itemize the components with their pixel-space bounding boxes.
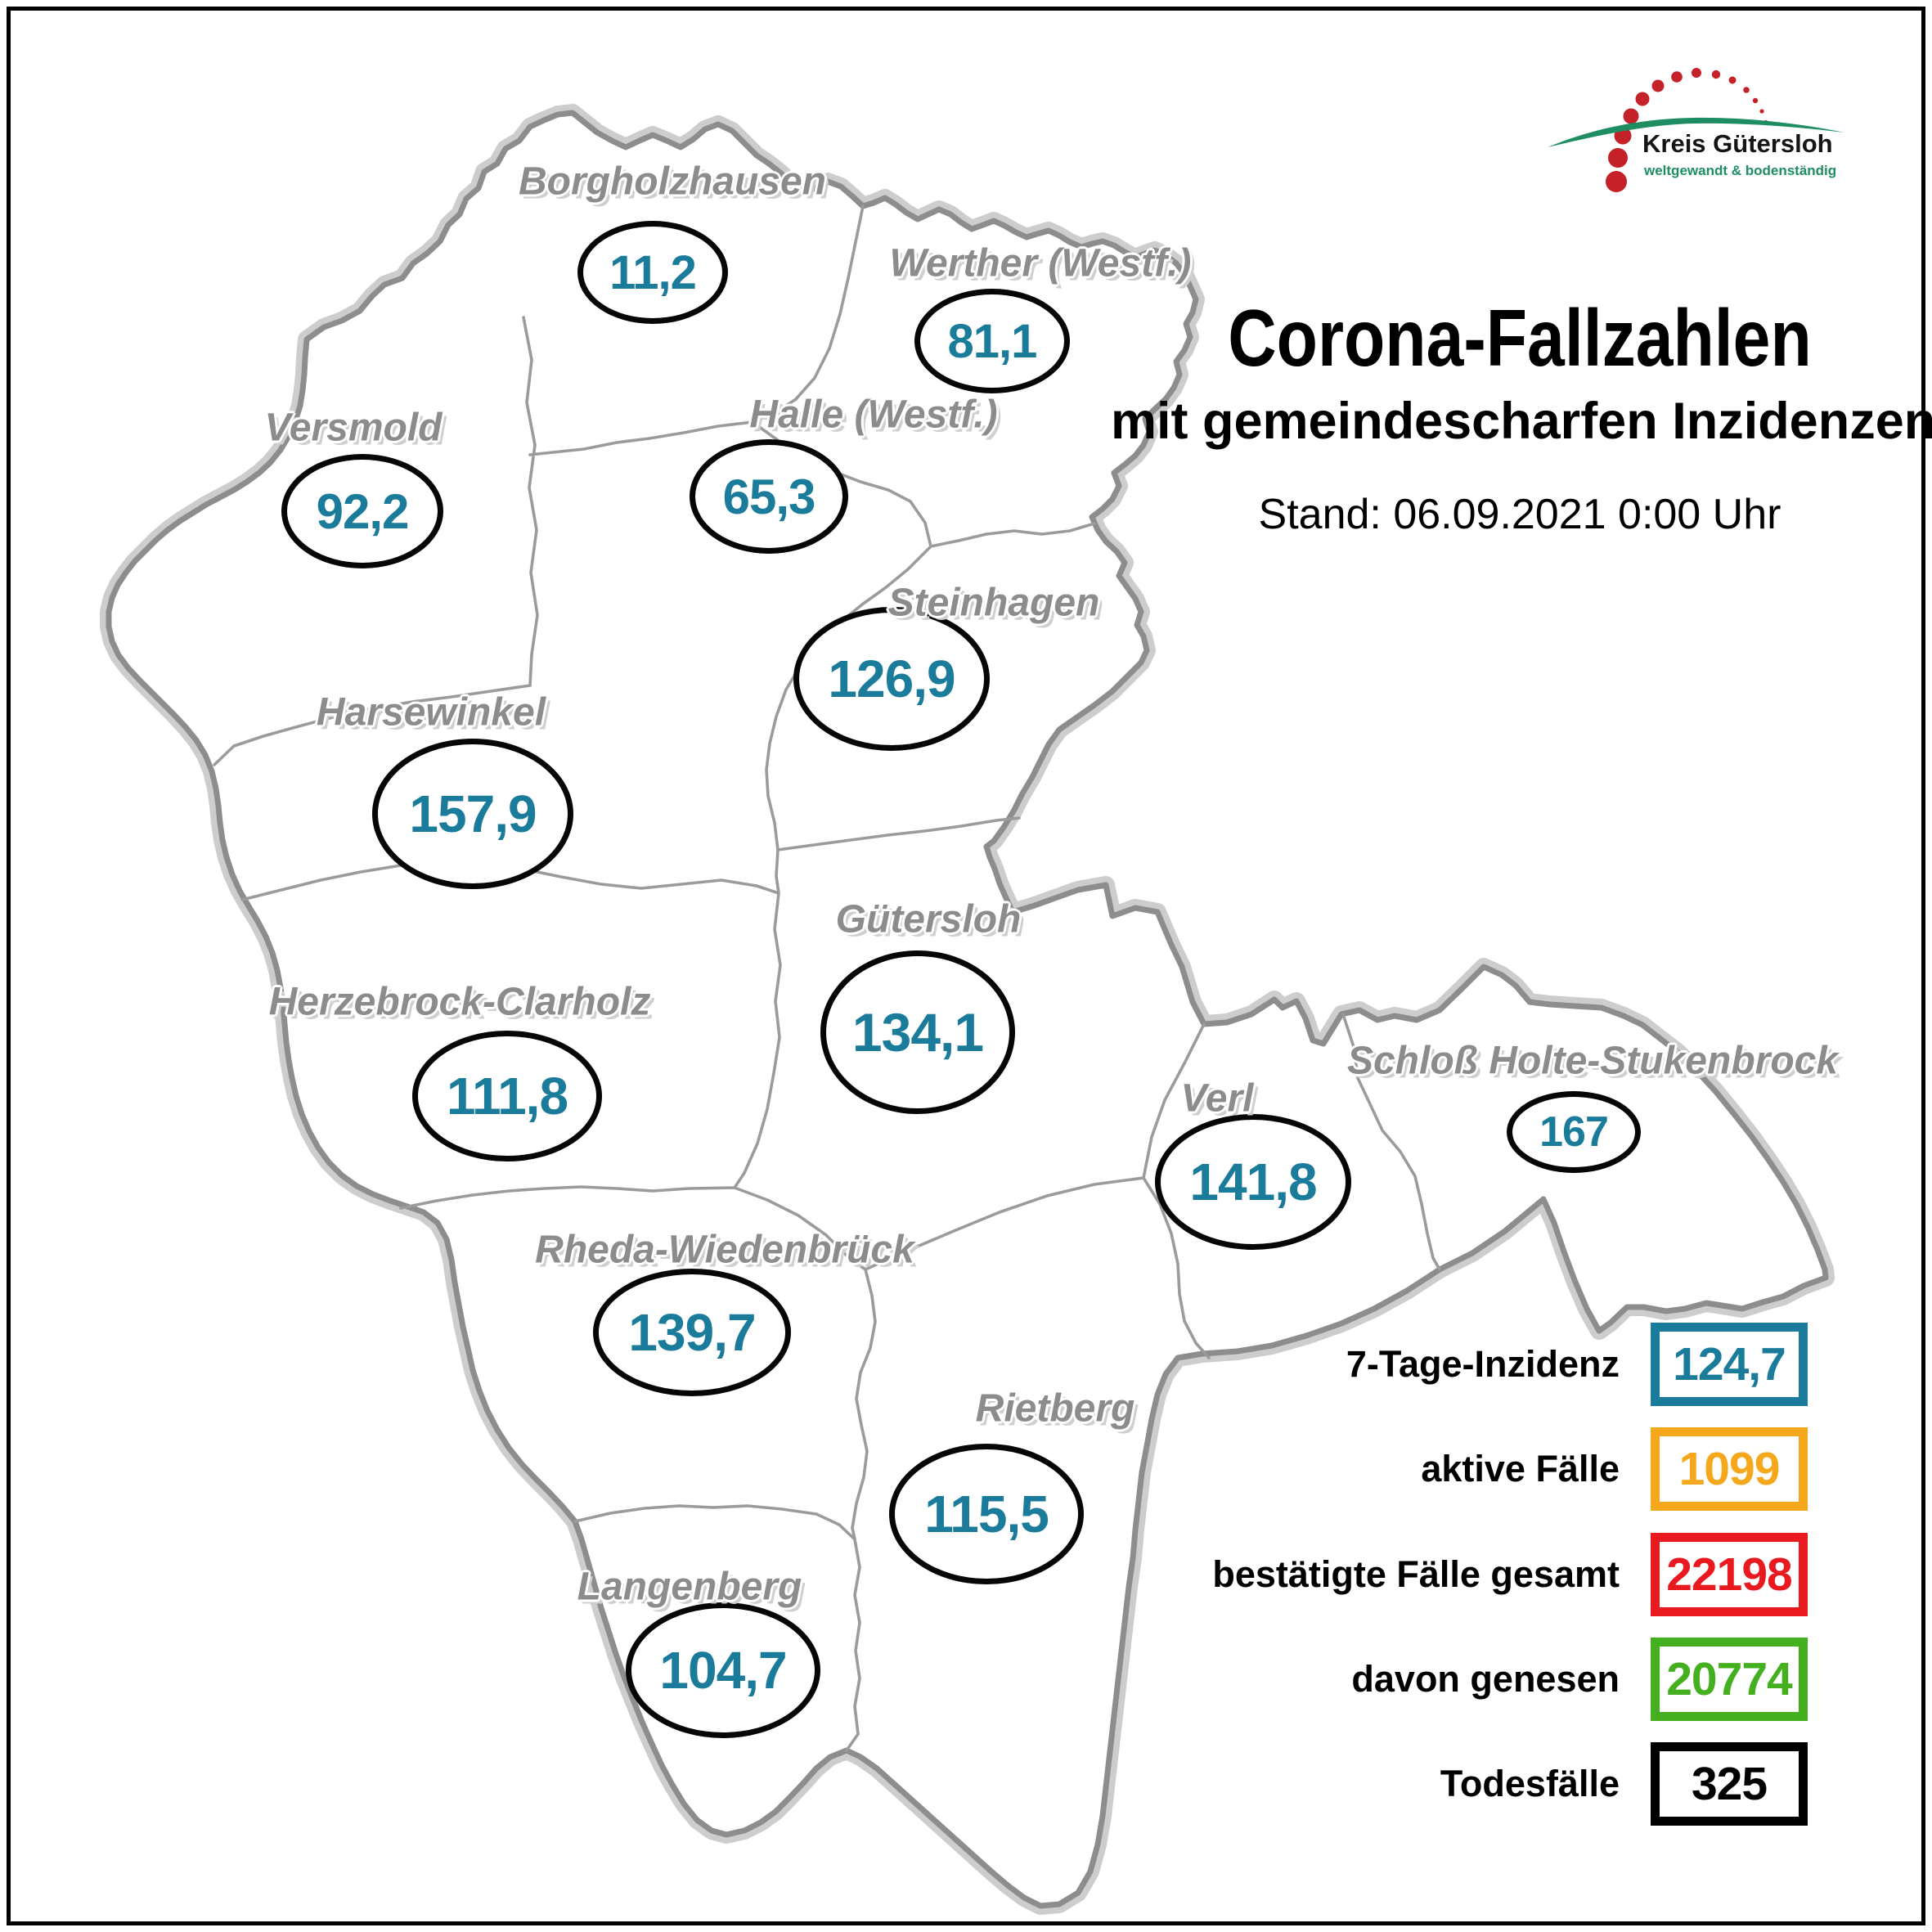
incidence-value: 167 bbox=[1539, 1108, 1609, 1156]
legend-box-active: 1099 bbox=[1651, 1427, 1808, 1511]
municipal-boundaries bbox=[213, 204, 1441, 1752]
incidence-value: 81,1 bbox=[947, 314, 1038, 368]
title-block: Corona-Fallzahlen mit gemeindescharfen I… bbox=[1111, 293, 1932, 539]
incidence-value: 126,9 bbox=[828, 649, 955, 708]
legend-value: 22198 bbox=[1666, 1548, 1793, 1601]
incidence-value: 115,5 bbox=[924, 1485, 1049, 1543]
incidence-value: 134,1 bbox=[851, 1002, 984, 1063]
incidence-value: 157,9 bbox=[409, 784, 537, 843]
municipality-name-rietberg: Rietberg bbox=[975, 1386, 1135, 1431]
legend-label: Todesfälle bbox=[1440, 1763, 1620, 1804]
legend-box-incidence: 124,7 bbox=[1651, 1323, 1808, 1406]
municipality-name-langenberg: Langenberg bbox=[577, 1565, 802, 1609]
incidence-oval-langenberg: 104,7 bbox=[626, 1602, 820, 1738]
legend-row-todesfaelle: Todesfälle 325 bbox=[1047, 1742, 1808, 1826]
municipality-name-werther: Werther (Westf.) bbox=[889, 241, 1192, 285]
legend-value: 1099 bbox=[1678, 1443, 1781, 1495]
incidence-oval-harsewinkel: 157,9 bbox=[372, 739, 573, 889]
legend-value: 20774 bbox=[1666, 1653, 1793, 1705]
date-stamp: Stand: 06.09.2021 0:00 Uhr bbox=[1258, 490, 1781, 538]
incidence-value: 92,2 bbox=[316, 483, 410, 539]
page-subtitle: mit gemeindescharfen Inzidenzen bbox=[1111, 392, 1932, 450]
incidence-oval-schloss-holte-stukenbrock: 167 bbox=[1507, 1091, 1641, 1173]
municipality-name-rheda-wiedenbrueck: Rheda-Wiedenbrück bbox=[535, 1228, 914, 1272]
legend-box-recovered: 20774 bbox=[1651, 1638, 1808, 1721]
municipality-name-halle: Halle (Westf.) bbox=[749, 393, 998, 437]
incidence-oval-werther: 81,1 bbox=[914, 289, 1070, 393]
incidence-oval-rheda-wiedenbrueck: 139,7 bbox=[593, 1269, 791, 1396]
incidence-value: 141,8 bbox=[1189, 1152, 1317, 1211]
incidence-value: 104,7 bbox=[659, 1641, 787, 1700]
municipality-name-harsewinkel: Harsewinkel bbox=[316, 690, 546, 735]
logo-name: Kreis Gütersloh bbox=[1642, 129, 1833, 158]
incidence-oval-verl: 141,8 bbox=[1155, 1114, 1351, 1250]
municipality-name-herzebrock-clarholz: Herzebrock-Clarholz bbox=[268, 980, 651, 1024]
incidence-oval-halle: 65,3 bbox=[690, 439, 848, 554]
incidence-oval-borgholzhausen: 11,2 bbox=[577, 221, 728, 324]
legend-value: 325 bbox=[1691, 1758, 1768, 1810]
legend-value: 124,7 bbox=[1673, 1338, 1786, 1391]
incidence-value: 139,7 bbox=[628, 1303, 756, 1362]
municipality-name-steinhagen: Steinhagen bbox=[887, 581, 1100, 625]
municipality-name-schloss-holte-stukenbrock: Schloß Holte-Stukenbrock bbox=[1346, 1039, 1839, 1083]
legend-label: 7-Tage-Inzidenz bbox=[1346, 1343, 1620, 1385]
legend-row-7-tage-inzidenz: 7-Tage-Inzidenz 124,7 bbox=[1047, 1323, 1808, 1406]
legend-label: davon genesen bbox=[1351, 1658, 1620, 1700]
legend-label: bestätigte Fälle gesamt bbox=[1212, 1553, 1620, 1595]
legend-box-confirmed: 22198 bbox=[1651, 1533, 1808, 1616]
municipality-name-versmold: Versmold bbox=[264, 406, 443, 450]
page-title: Corona-Fallzahlen bbox=[1228, 293, 1812, 383]
incidence-oval-rietberg: 115,5 bbox=[889, 1444, 1084, 1584]
municipality-name-borgholzhausen: Borgholzhausen bbox=[518, 160, 827, 204]
incidence-oval-versmold: 92,2 bbox=[281, 454, 443, 568]
logo-graphic bbox=[1548, 68, 1844, 192]
legend-label: aktive Fälle bbox=[1421, 1448, 1620, 1489]
municipality-name-verl: Verl bbox=[1180, 1076, 1254, 1121]
logo-swoosh bbox=[1548, 117, 1844, 147]
logo-tagline: weltgewandt & bodenständig bbox=[1644, 163, 1837, 178]
incidence-value: 111,8 bbox=[446, 1067, 568, 1126]
municipality-name-guetersloh: Gütersloh bbox=[835, 897, 1022, 941]
legend-box-deaths: 325 bbox=[1651, 1742, 1808, 1826]
legend-row-genesen: davon genesen 20774 bbox=[1047, 1638, 1808, 1721]
incidence-oval-steinhagen: 126,9 bbox=[793, 607, 990, 751]
legend-row-bestaetigte-faelle: bestätigte Fälle gesamt 22198 bbox=[1047, 1533, 1808, 1616]
incidence-oval-guetersloh: 134,1 bbox=[820, 950, 1015, 1114]
incidence-value: 65,3 bbox=[722, 469, 816, 524]
legend-row-aktive-faelle: aktive Fälle 1099 bbox=[1047, 1427, 1808, 1511]
incidence-oval-herzebrock-clarholz: 111,8 bbox=[412, 1031, 602, 1161]
kreis-guetersloh-logo: Kreis Gütersloh weltgewandt & bodenständ… bbox=[1546, 43, 1850, 198]
incidence-value: 11,2 bbox=[609, 245, 697, 299]
